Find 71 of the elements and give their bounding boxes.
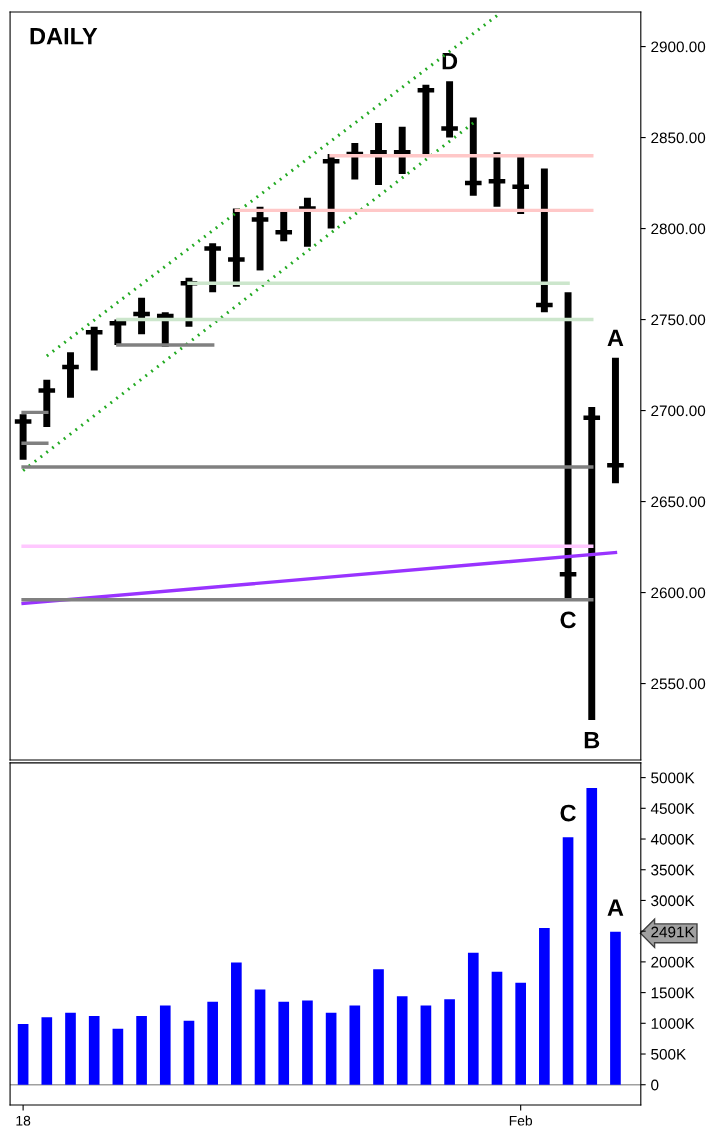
- y-tick-label: 2600.00: [651, 587, 706, 599]
- bar: [65, 1012, 76, 1085]
- y-tick-label: 2550.00: [651, 678, 706, 690]
- y-tick-label: 500K: [651, 1048, 687, 1060]
- bar: [491, 971, 503, 1085]
- bar: [41, 1017, 53, 1085]
- bar: [278, 1001, 290, 1085]
- candlestick: [85, 326, 103, 371]
- bar: [302, 1000, 313, 1085]
- bar: [539, 928, 550, 1085]
- bar: [231, 962, 242, 1085]
- y-tick-label: 2650.00: [651, 496, 706, 508]
- text: D: [442, 53, 458, 70]
- bar: [467, 952, 479, 1085]
- y-tick-label: 2850.00: [651, 132, 706, 144]
- bar: [136, 1015, 147, 1085]
- bar: [254, 989, 266, 1085]
- bar: [562, 837, 574, 1085]
- y-tick-label: 2800.00: [651, 223, 706, 235]
- candlestick: [441, 81, 458, 138]
- y-tick-label: 2491K: [651, 926, 695, 938]
- candlestick: [133, 297, 150, 335]
- text: A: [607, 329, 624, 346]
- data-label: C: [560, 804, 576, 822]
- candlestick: [607, 357, 624, 484]
- bar: [586, 788, 598, 1085]
- candlestick: [251, 206, 269, 271]
- candlestick: [559, 292, 577, 600]
- bar: [325, 1012, 337, 1085]
- candlestick: [370, 123, 387, 185]
- candlestick: [583, 406, 601, 720]
- bar: [159, 1005, 171, 1085]
- candlestick: [536, 168, 553, 313]
- bar: [17, 1023, 29, 1085]
- data-label: A: [607, 899, 624, 916]
- y-tick-label: 2700.00: [651, 405, 706, 417]
- candlestick: [38, 379, 56, 427]
- candlestick: [204, 243, 221, 293]
- y-tick-label: 2750.00: [651, 314, 706, 326]
- y-tick-label: 1500K: [651, 987, 695, 999]
- bar: [396, 996, 408, 1085]
- bar: [420, 1005, 432, 1085]
- bar: [349, 1005, 361, 1085]
- bar: [515, 982, 527, 1085]
- candlestick: [62, 352, 79, 398]
- y-tick-label: 3500K: [651, 864, 695, 876]
- candlestick: [512, 155, 529, 215]
- y-tick-label: 3000K: [651, 895, 695, 907]
- y-tick-label: 4000K: [650, 833, 695, 845]
- text: B: [584, 731, 600, 749]
- bar: [88, 1015, 100, 1085]
- candlestick: [464, 117, 482, 196]
- y-tick-label: 2000K: [651, 956, 695, 968]
- bar: [610, 931, 621, 1085]
- x-tick-label: 18: [16, 1115, 31, 1126]
- candlestick: [228, 208, 245, 287]
- bar: [183, 1020, 195, 1085]
- y-tick-label: 1000K: [651, 1018, 695, 1029]
- y-tick-label: 4500K: [650, 803, 695, 814]
- text: C: [560, 611, 576, 629]
- candlestick: [275, 210, 293, 242]
- bar: [207, 1001, 218, 1085]
- bar: [373, 969, 384, 1085]
- x-tick-label: Feb: [509, 1115, 533, 1126]
- y-tick-label: 2900.00: [651, 41, 706, 53]
- bar: [444, 999, 455, 1085]
- candlestick: [14, 414, 32, 460]
- bar: [112, 1028, 124, 1085]
- annotation: DAILY: [30, 28, 98, 45]
- y-tick-label: 0: [651, 1079, 659, 1091]
- y-tick-label: 5000K: [651, 772, 695, 784]
